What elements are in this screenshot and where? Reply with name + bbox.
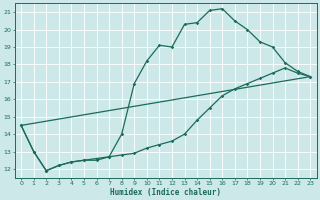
X-axis label: Humidex (Indice chaleur): Humidex (Indice chaleur) — [110, 188, 221, 197]
